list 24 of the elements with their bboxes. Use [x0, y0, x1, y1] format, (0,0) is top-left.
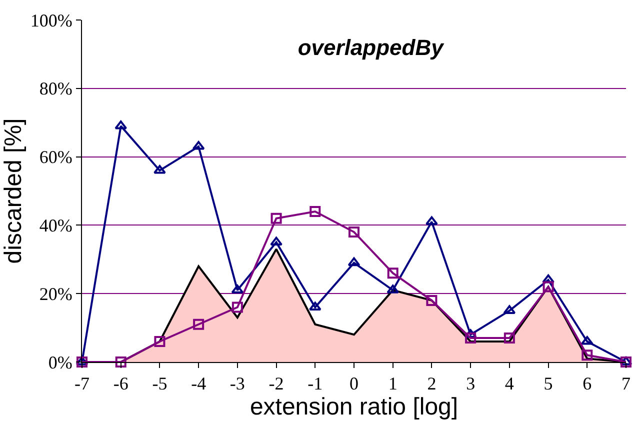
x-tick-label: 2 — [427, 374, 436, 394]
y-tick-label: 100% — [30, 10, 72, 30]
x-tick-label: 6 — [582, 374, 592, 394]
x-tick-label: -7 — [74, 374, 90, 394]
x-tick-label: 5 — [544, 374, 553, 394]
y-tick-label: 0% — [48, 352, 72, 372]
x-tick-label: -3 — [230, 374, 245, 394]
y-tick-label: 60% — [39, 147, 72, 168]
x-tick-label: -6 — [113, 374, 128, 394]
y-tick-label: 80% — [39, 78, 72, 99]
y-axis-title: discarded [%] — [0, 118, 27, 264]
x-tick-label: 3 — [466, 374, 476, 394]
x-tick-label: 7 — [622, 374, 630, 394]
x-tick-label: 0 — [350, 374, 358, 394]
y-tick-label: 20% — [39, 284, 72, 304]
x-tick-label: -2 — [268, 374, 284, 394]
x-axis-title: extension ratio [log] — [250, 394, 458, 421]
x-tick-label: -1 — [308, 374, 323, 394]
x-tick-label: 1 — [388, 374, 398, 394]
text: overlappedBy — [298, 35, 446, 60]
y-tick-label: 40% — [39, 216, 72, 236]
x-tick-label: -5 — [152, 374, 168, 394]
x-tick-label: 4 — [504, 374, 514, 394]
x-tick-label: -4 — [191, 374, 206, 394]
